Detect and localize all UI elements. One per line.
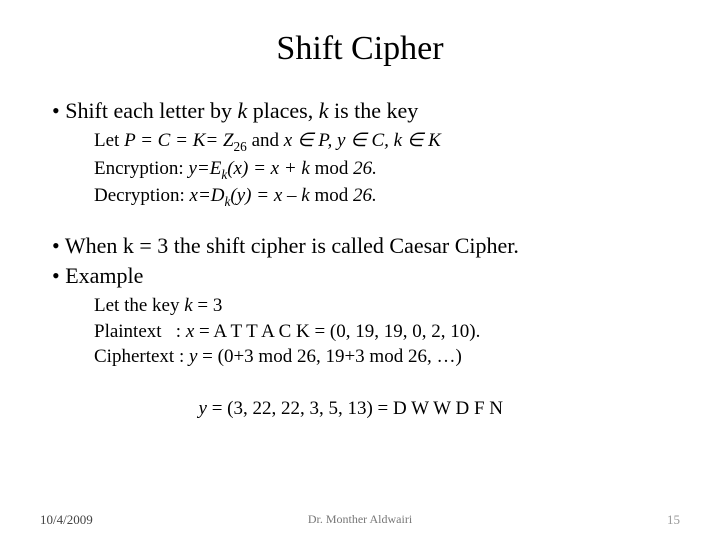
- footer-author: Dr. Monther Aldwairi: [308, 512, 412, 527]
- bullet-1: Shift each letter by k places, k is the …: [50, 98, 670, 124]
- example-line-3: Ciphertext : y = (0+3 mod 26, 19+3 mod 2…: [50, 344, 670, 370]
- bullet-3: Example: [50, 263, 670, 289]
- bullet-2: When k = 3 the shift cipher is called Ca…: [50, 233, 670, 259]
- d1-eq1: =: [140, 130, 158, 151]
- d3-n: 26.: [353, 185, 377, 206]
- ex4-rest: = (3, 22, 22, 3, 5, 13) = D W W D F N: [212, 398, 503, 419]
- d2-k: k: [301, 158, 314, 179]
- d2-plus: +: [284, 158, 302, 179]
- example-line-4: y = (3, 22, 22, 3, 5, 13) = D W W D F N: [50, 370, 670, 421]
- d1-in3: ∈: [407, 130, 428, 151]
- d3-eq: =: [256, 185, 274, 206]
- d1-in2: ∈: [350, 130, 371, 151]
- d1-c1: ,: [327, 130, 337, 151]
- d1-in1: ∈: [297, 130, 318, 151]
- d1-eq2: =: [175, 130, 193, 151]
- ex1-k: k: [184, 295, 197, 316]
- definition-line-3: Decryption: x=Dk(y) = x – k mod 26.: [50, 183, 670, 211]
- ex3-rest: = (0+3 mod 26, 19+3 mod 26, …): [202, 346, 462, 367]
- ex3-y: y: [189, 346, 202, 367]
- d3-k: k: [301, 185, 314, 206]
- d3-dec: Decryption:: [94, 185, 190, 206]
- d1-26: 26: [234, 139, 247, 154]
- d1-Kk: K: [428, 130, 441, 151]
- slide-title: Shift Cipher: [50, 30, 670, 68]
- d1-Cc: C: [371, 130, 384, 151]
- d1-K: K: [193, 130, 206, 151]
- ex1-let: Let the key: [94, 295, 184, 316]
- d3-xeq: x=D: [190, 185, 225, 206]
- ex2-p: Plaintext :: [94, 321, 186, 342]
- ex2-x: x: [186, 321, 199, 342]
- d1-let: Let: [94, 130, 124, 151]
- b1-post: is the key: [328, 98, 418, 123]
- b1-k1: k: [237, 98, 247, 123]
- d3-mod: mod: [314, 185, 353, 206]
- ex4-pad: [104, 398, 199, 419]
- d1-c2: ,: [384, 130, 394, 151]
- d2-xpar: (x): [227, 158, 253, 179]
- d1-x: x: [284, 130, 297, 151]
- d1-k: k: [394, 130, 407, 151]
- d2-eq: =: [253, 158, 271, 179]
- d1-y: y: [337, 130, 350, 151]
- d2-yeq: y=E: [188, 158, 221, 179]
- definition-line-1: Let P = C = K= Z26 and x ∈ P, y ∈ C, k ∈…: [50, 128, 670, 156]
- d1-C: C: [158, 130, 175, 151]
- ex3-p: Ciphertext :: [94, 346, 189, 367]
- ex4-y: y: [199, 398, 212, 419]
- d1-P: P: [124, 130, 140, 151]
- ex1-rest: = 3: [197, 295, 222, 316]
- footer: 10/4/2009 Dr. Monther Aldwairi 15: [0, 512, 720, 528]
- d3-minus: –: [287, 185, 301, 206]
- d3-x: x: [274, 185, 287, 206]
- d2-x: x: [271, 158, 284, 179]
- d1-Z: Z: [223, 130, 234, 151]
- d3-ypar: (y): [230, 185, 256, 206]
- footer-page: 15: [667, 512, 680, 528]
- definition-line-2: Encryption: y=Ek(x) = x + k mod 26.: [50, 156, 670, 184]
- d2-enc: Encryption:: [94, 158, 188, 179]
- spacer: [50, 211, 670, 233]
- footer-date: 10/4/2009: [40, 512, 93, 528]
- ex2-rest: = A T T A C K = (0, 19, 19, 0, 2, 10).: [199, 321, 480, 342]
- d1-eq3: =: [205, 130, 223, 151]
- d2-n: 26.: [353, 158, 377, 179]
- example-line-1: Let the key k = 3: [50, 293, 670, 319]
- b1-pre: Shift each letter by: [65, 98, 237, 123]
- d2-mod: mod: [315, 158, 354, 179]
- b1-mid: places,: [247, 98, 318, 123]
- example-line-2: Plaintext : x = A T T A C K = (0, 19, 19…: [50, 319, 670, 345]
- d1-and: and: [247, 130, 284, 151]
